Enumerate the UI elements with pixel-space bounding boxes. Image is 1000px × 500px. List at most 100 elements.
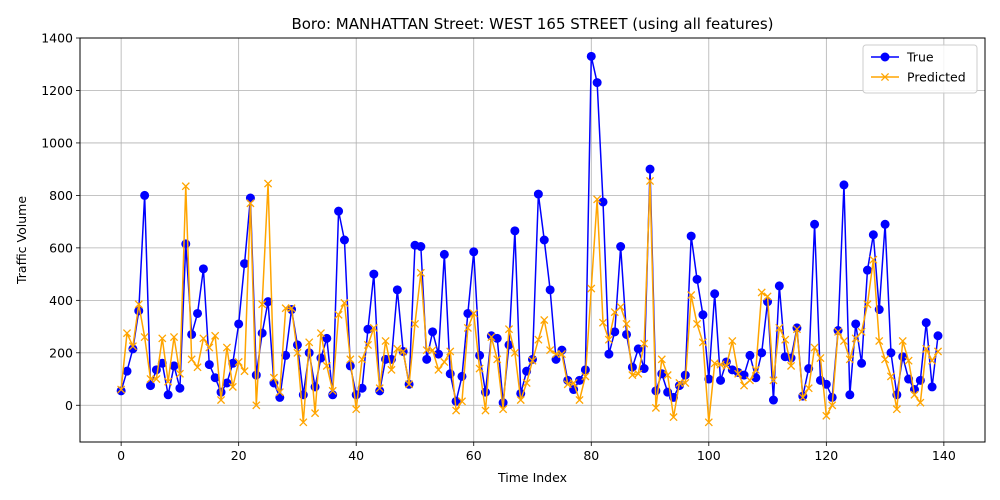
data-point-true — [210, 373, 220, 383]
data-point-predicted — [810, 343, 819, 352]
legend-marker — [880, 72, 890, 82]
data-point-true — [392, 285, 402, 295]
data-point-predicted — [522, 378, 531, 388]
legend-marker — [880, 52, 890, 62]
data-point-predicted — [281, 304, 290, 313]
data-point-true — [234, 319, 244, 329]
data-point-true — [510, 226, 520, 236]
data-point-predicted — [169, 333, 179, 342]
data-point-true — [439, 249, 449, 259]
y-tick-label: 1200 — [41, 83, 73, 98]
data-point-predicted — [593, 195, 602, 204]
data-point-true — [369, 269, 379, 279]
data-point-predicted — [687, 291, 696, 300]
data-point-predicted — [645, 176, 655, 186]
data-point-true — [880, 219, 890, 229]
legend: True Predicted — [862, 44, 978, 94]
data-point-predicted — [828, 401, 837, 410]
legend-item: True — [871, 50, 934, 65]
data-point-predicted — [440, 357, 449, 367]
data-point-predicted — [634, 369, 643, 378]
data-point-predicted — [587, 284, 596, 293]
series-line-predicted — [120, 180, 939, 424]
y-tick-label: 800 — [49, 188, 73, 203]
x-tick-label: 60 — [466, 448, 482, 463]
data-point-true — [886, 348, 896, 358]
data-point-predicted — [146, 374, 155, 384]
data-point-predicted — [222, 343, 231, 352]
data-point-predicted — [469, 309, 478, 318]
data-point-predicted — [416, 268, 425, 277]
legend-label: True — [906, 50, 934, 65]
data-point-true — [198, 264, 208, 274]
data-point-true — [469, 247, 479, 257]
data-point-predicted — [581, 372, 590, 381]
data-point-predicted — [134, 300, 143, 309]
data-point-predicted — [117, 385, 126, 394]
data-point-predicted — [804, 384, 813, 393]
data-point-predicted — [681, 378, 690, 388]
data-point-predicted — [745, 376, 754, 385]
data-point-true — [151, 365, 161, 375]
data-point-true — [774, 281, 784, 291]
data-point-predicted — [228, 382, 237, 391]
data-point-predicted — [698, 338, 707, 347]
data-point-predicted — [551, 350, 561, 359]
data-point-predicted — [334, 310, 343, 319]
data-point-true — [245, 193, 255, 203]
data-point-predicted — [863, 300, 872, 309]
data-point-true — [698, 310, 708, 320]
data-point-true — [240, 259, 250, 269]
data-point-predicted — [128, 342, 137, 351]
data-point-predicted — [399, 347, 408, 356]
plot-series — [116, 51, 943, 427]
grid — [80, 37, 985, 442]
y-tick-label: 1000 — [41, 135, 73, 150]
data-point-true — [921, 318, 931, 328]
data-point-predicted — [493, 355, 502, 364]
data-point-predicted — [881, 355, 890, 364]
data-point-predicted — [792, 325, 802, 334]
data-point-predicted — [822, 411, 831, 420]
data-point-predicted — [675, 378, 684, 388]
data-point-predicted — [546, 346, 555, 355]
data-point-predicted — [305, 338, 314, 347]
data-point-predicted — [504, 325, 514, 334]
data-point-predicted — [557, 350, 566, 359]
legend-label: Predicted — [907, 70, 966, 85]
data-point-predicted — [769, 376, 778, 385]
data-point-predicted — [240, 367, 249, 376]
data-point-predicted — [598, 318, 608, 327]
data-point-predicted — [475, 364, 484, 373]
data-point-predicted — [798, 393, 807, 402]
x-tick-label: 140 — [932, 448, 956, 463]
data-point-predicted — [287, 304, 296, 313]
data-point-true — [339, 235, 349, 245]
data-point-predicted — [916, 398, 925, 407]
series-line-true — [120, 55, 939, 404]
data-point-true — [757, 348, 767, 358]
data-point-true — [604, 349, 614, 359]
data-point-true — [933, 331, 943, 341]
data-point-true — [622, 329, 632, 339]
data-point-predicted — [516, 395, 525, 405]
data-point-true — [821, 379, 831, 389]
data-point-true — [768, 395, 778, 405]
data-point-predicted — [928, 356, 937, 365]
data-point-predicted — [604, 335, 613, 344]
data-point-predicted — [834, 327, 843, 336]
data-point-true — [927, 382, 937, 392]
data-point-predicted — [363, 340, 373, 349]
x-tick-label: 0 — [117, 448, 125, 463]
data-point-predicted — [293, 348, 302, 357]
y-tick-label: 1400 — [41, 31, 73, 46]
data-point-predicted — [316, 329, 326, 338]
data-point-predicted — [352, 405, 361, 414]
data-point-predicted — [704, 418, 713, 427]
data-point-predicted — [340, 298, 349, 308]
data-point-predicted — [669, 413, 678, 422]
data-point-predicted — [140, 333, 149, 342]
data-point-true — [710, 289, 720, 299]
data-point-predicted — [164, 377, 173, 386]
